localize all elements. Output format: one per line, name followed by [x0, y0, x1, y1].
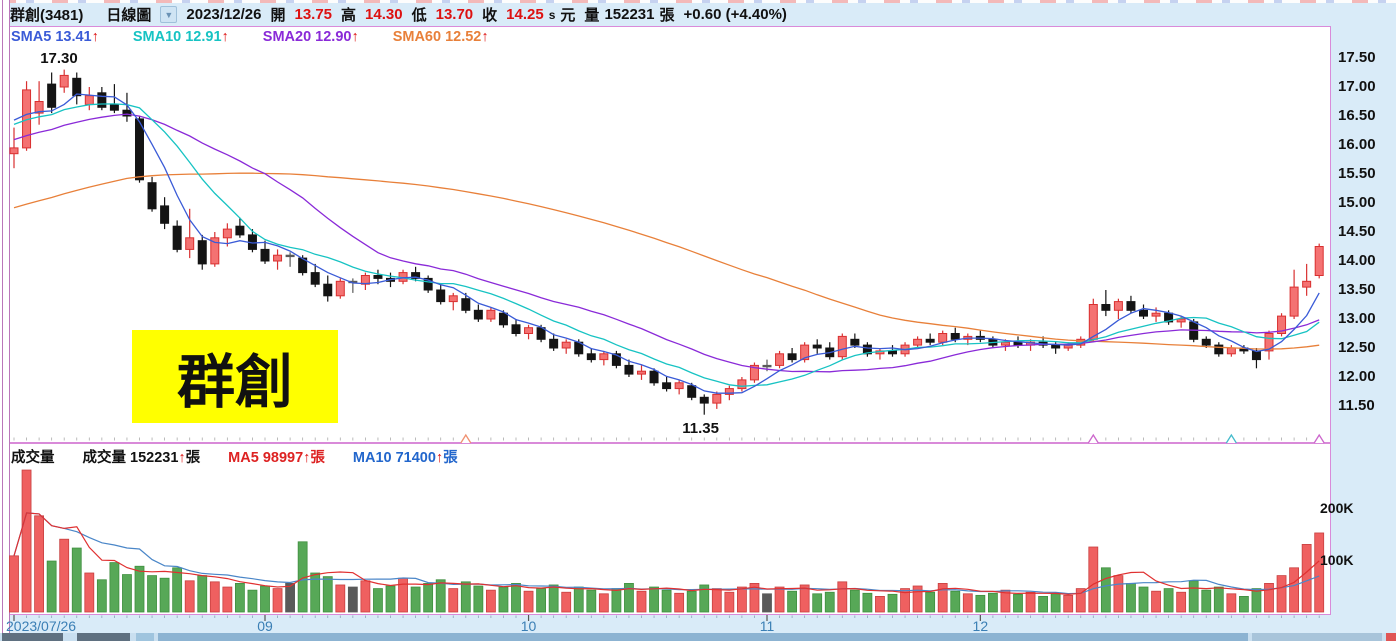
price-tick-label: 14.00	[1338, 252, 1376, 269]
date-tick-label: 12	[972, 618, 989, 634]
sma-legend-item: SMA10 12.91↑	[132, 29, 229, 45]
volume-unit: 張	[659, 7, 675, 24]
sma-legend-item: SMA5 13.41↑	[11, 29, 99, 45]
volume-value: 152231	[604, 6, 655, 23]
stock-watermark: 群創	[132, 330, 338, 423]
chart-type-dropdown[interactable]: ▼	[160, 6, 178, 23]
up-arrow-icon: ↑	[481, 29, 489, 45]
scrollbar-segment[interactable]	[136, 633, 154, 641]
scrollbar-segment[interactable]	[2, 633, 63, 641]
scrollbar-segment[interactable]	[77, 633, 130, 641]
price-tick-label: 17.50	[1338, 49, 1376, 66]
price-tick-label: 11.50	[1338, 397, 1375, 414]
up-arrow-icon: ↑	[91, 29, 99, 45]
scrollbar-segment[interactable]	[1386, 633, 1396, 641]
date-tick-label: 2023/07/26	[6, 618, 77, 634]
volume-legend-title: 成交量	[11, 450, 55, 466]
up-arrow-icon: ↑	[303, 450, 311, 466]
date-tick-label: 09	[257, 618, 273, 634]
left-window-rail	[0, 0, 10, 633]
price-tick-label: 15.00	[1338, 194, 1376, 211]
volume-unit-label: 張	[443, 450, 458, 466]
volume-legend-item: MA10 71400↑張	[352, 450, 458, 466]
price-tick-label: 17.00	[1338, 78, 1376, 95]
clipped-toolbar-row	[0, 0, 1396, 3]
up-arrow-icon: ↑	[221, 29, 229, 45]
close-label: 收	[482, 7, 498, 24]
volume-legend-item: MA5 98997↑張	[228, 450, 325, 466]
date-tick-label: 11	[759, 618, 775, 634]
scrollbar-segment[interactable]	[158, 633, 1248, 641]
price-tick-label: 12.00	[1338, 368, 1376, 385]
change-value: +0.60 (+4.40%)	[683, 6, 787, 23]
up-arrow-icon: ↑	[178, 450, 186, 466]
price-tick-label: 12.50	[1338, 339, 1376, 356]
period-high-label: 17.30	[40, 49, 78, 67]
sma-legend: SMA5 13.41↑ SMA10 12.91↑ SMA20 12.90↑ SMA60…	[11, 29, 489, 45]
chart-view-label[interactable]: 日線圖	[106, 7, 152, 24]
date-tick-label: 10	[520, 618, 537, 634]
price-tick-label: 13.00	[1338, 310, 1376, 327]
sma-legend-item: SMA20 12.90↑	[262, 29, 359, 45]
open-value: 13.75	[294, 6, 333, 23]
quote-date: 2023/12/26	[186, 6, 262, 23]
up-arrow-icon: ↑	[351, 29, 359, 45]
stock-name: 群創(3481)	[10, 7, 84, 24]
chevron-down-icon: ▼	[164, 9, 174, 20]
price-tick-label: 14.50	[1338, 223, 1376, 240]
open-label: 開	[270, 7, 286, 24]
high-label: 高	[341, 7, 357, 24]
volume-tick-label: 200K	[1320, 500, 1354, 516]
horizontal-scrollbar[interactable]	[0, 633, 1396, 641]
up-arrow-icon: ↑	[435, 450, 444, 466]
low-value: 13.70	[435, 6, 474, 23]
volume-unit-label: 張	[310, 450, 325, 466]
period-low-label: 11.35	[682, 419, 719, 437]
scrollbar-segment[interactable]	[1252, 633, 1382, 641]
low-label: 低	[411, 7, 427, 24]
volume-label: 量	[584, 7, 600, 24]
currency-unit: 元	[560, 7, 576, 24]
price-axis: 17.50 17.00 16.50 16.00 15.50 15.00 14.50 14.00…	[1334, 0, 1396, 641]
volume-legend-item: 成交量 152231↑張	[82, 450, 201, 466]
price-tick-label: 16.00	[1338, 136, 1376, 153]
quote-header: 群創(3481) 日線圖 ▼ 2023/12/26 開 13.75 高 14.3…	[10, 3, 1396, 26]
high-value: 14.30	[365, 6, 403, 23]
volume-legend: 成交量 成交量 152231↑張 MA5 98997↑張 MA10 71400↑張	[11, 446, 458, 467]
price-tick-label: 15.50	[1338, 165, 1376, 182]
date-axis: 2023/07/26 09 10 11 12	[0, 615, 1396, 634]
volume-unit-label: 張	[185, 450, 201, 466]
s-mark: s	[548, 7, 556, 22]
price-tick-label: 16.50	[1338, 107, 1376, 124]
volume-tick-label: 100K	[1320, 552, 1354, 568]
sma-legend-item: SMA60 12.52↑	[392, 29, 489, 45]
price-tick-label: 13.50	[1338, 281, 1376, 298]
volume-chart-panel	[9, 443, 1331, 615]
close-value: 14.25	[506, 6, 544, 23]
